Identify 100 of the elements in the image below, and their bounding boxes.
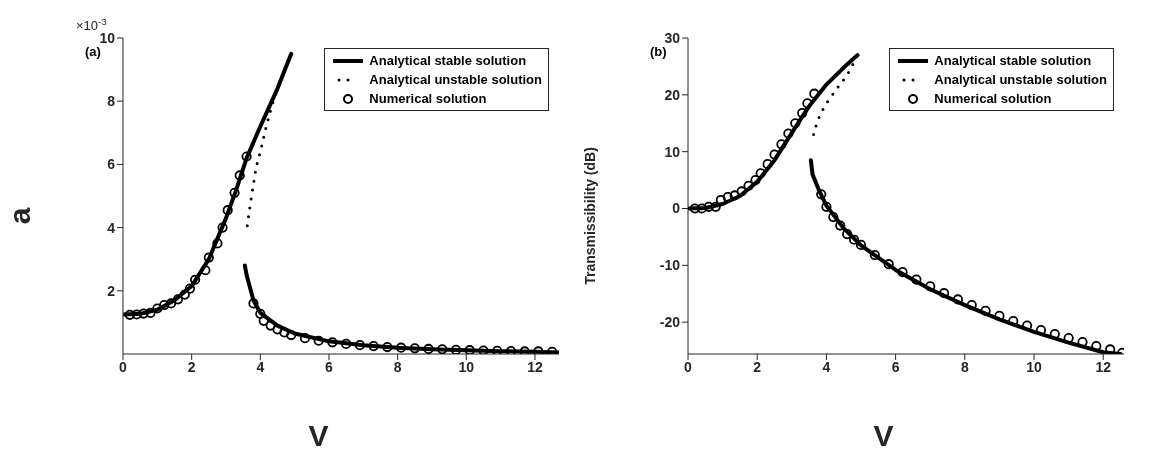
- point: [925, 281, 936, 292]
- legend-label: Numerical solution: [369, 90, 487, 108]
- point: [165, 298, 177, 309]
- point: [547, 346, 558, 354]
- point: [743, 180, 754, 191]
- point: [234, 170, 245, 181]
- legend-label: Analytical unstable solution: [934, 71, 1107, 89]
- point: [272, 324, 283, 335]
- y-tick-label: 4: [107, 219, 116, 236]
- line-series: [242, 263, 559, 354]
- point: [395, 342, 407, 353]
- point: [689, 203, 701, 214]
- point: [279, 327, 290, 338]
- point: [783, 128, 794, 139]
- y-tick-label: 6: [107, 156, 116, 173]
- point: [409, 343, 420, 354]
- point: [450, 344, 462, 354]
- line-series: [808, 158, 1123, 354]
- point: [897, 267, 908, 278]
- point: [341, 338, 352, 349]
- point: [755, 168, 766, 179]
- point: [835, 220, 846, 231]
- point: [241, 151, 252, 162]
- point: [184, 283, 196, 294]
- point: [703, 201, 714, 212]
- point: [354, 340, 365, 351]
- y-tick-label: 10: [664, 143, 681, 160]
- point: [1105, 344, 1116, 354]
- point: [131, 309, 142, 320]
- point: [286, 329, 297, 341]
- point: [952, 294, 964, 305]
- point: [248, 298, 259, 309]
- x-tick-label: 10: [1026, 358, 1043, 375]
- x-tick-label: 6: [325, 358, 334, 375]
- point: [533, 346, 544, 354]
- x-tick-label: 4: [256, 358, 265, 375]
- text: (a): [85, 44, 101, 59]
- point: [821, 201, 832, 212]
- legend-label: Numerical solution: [934, 90, 1052, 108]
- point: [736, 186, 747, 197]
- point: [1008, 315, 1019, 327]
- x-tick-label: 6: [891, 358, 900, 375]
- y-tick-label: -10: [659, 257, 681, 274]
- x-tick-label: 2: [187, 358, 196, 375]
- point: [478, 345, 489, 354]
- point: [938, 288, 950, 299]
- point: [1022, 320, 1033, 331]
- point: [855, 239, 867, 250]
- x-axis-title: V: [873, 419, 894, 452]
- point: [255, 308, 266, 319]
- y-tick-label: 30: [664, 29, 681, 46]
- legend-label: Analytical stable solution: [934, 52, 1092, 70]
- x-tick-label: 8: [393, 358, 402, 375]
- x-tick-label: 10: [458, 358, 475, 375]
- point: [809, 88, 820, 99]
- point: [849, 234, 860, 245]
- point: [368, 341, 379, 352]
- point: [696, 203, 707, 214]
- point: [842, 228, 853, 240]
- point: [152, 303, 163, 314]
- point: [189, 274, 201, 285]
- x-tick-label: 0: [684, 358, 693, 375]
- x-tick-label: 2: [753, 358, 762, 375]
- point: [203, 252, 214, 263]
- legend-label: Analytical stable solution: [369, 52, 527, 70]
- point: [217, 222, 228, 233]
- point: [911, 274, 922, 285]
- y-tick-label: -20: [659, 314, 681, 331]
- point: [258, 315, 269, 326]
- point: [437, 344, 448, 354]
- point: [299, 333, 311, 344]
- y-axis-title: a: [3, 207, 36, 225]
- point: [159, 299, 170, 311]
- x-tick-label: 8: [960, 358, 969, 375]
- point: [327, 337, 338, 348]
- y-tick-label: 20: [664, 86, 681, 103]
- x-tick-label: 12: [527, 358, 543, 375]
- y-tick-label: 2: [107, 282, 116, 299]
- point: [750, 174, 761, 186]
- point: [966, 300, 977, 311]
- point: [313, 335, 324, 346]
- point: [492, 345, 503, 354]
- point: [423, 343, 434, 354]
- legend-label: Analytical unstable solution: [369, 71, 542, 89]
- text: (b): [650, 44, 667, 59]
- y-tick-label: 0: [672, 200, 681, 217]
- point: [124, 309, 135, 320]
- point: [828, 211, 839, 223]
- point: [382, 341, 393, 353]
- point: [519, 346, 530, 354]
- x-axis-title: V: [308, 419, 329, 452]
- point: [883, 259, 894, 270]
- point: [729, 190, 740, 201]
- point: [172, 294, 184, 305]
- point: [994, 310, 1005, 322]
- point: [464, 345, 475, 354]
- x-tick-label: 0: [119, 358, 128, 375]
- point: [797, 107, 808, 119]
- point: [802, 98, 813, 109]
- point: [776, 139, 787, 150]
